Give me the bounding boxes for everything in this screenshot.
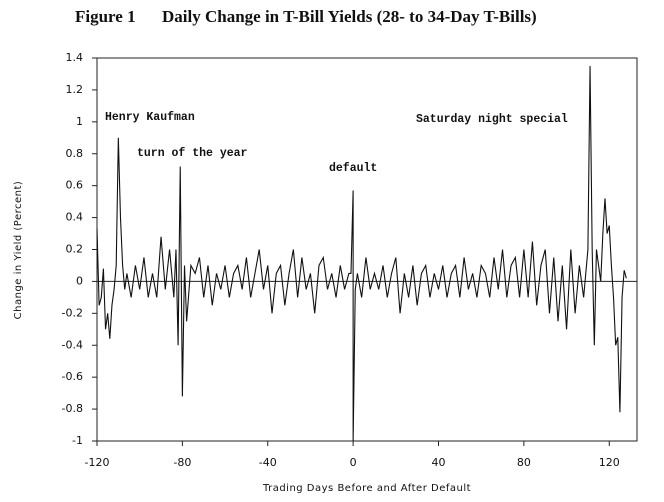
annotation: Saturday night special [416,113,568,126]
annotation: turn of the year [137,147,248,160]
chart-subtitle: Daily Change in T-Bill Yields (28- to 34… [162,7,537,26]
y-axis-label: Change in Yield (Percent) [13,181,24,320]
x-axis-label: Trading Days Before and After Default [262,483,471,494]
y-tick-label: 1.2 [66,83,84,96]
y-tick-label: 1 [76,115,83,128]
data-line [96,65,627,442]
x-tick-label: 40 [432,456,446,469]
x-tick-label: -40 [259,456,277,469]
y-tick-label: 0.4 [66,211,84,224]
x-tick-label: 0 [350,456,357,469]
chart-title: Figure 1 [75,7,136,26]
y-tick-label: -0.8 [62,402,83,415]
annotation: default [329,162,377,175]
x-tick-label: -80 [173,456,191,469]
y-tick-label: -0.4 [62,338,83,351]
y-tick-label: 0.6 [66,179,84,192]
y-tick-label: -1 [72,434,83,447]
annotation: Henry Kaufman [105,111,195,124]
y-tick-label: -0.2 [62,306,83,319]
y-tick-label: 0.2 [66,243,84,256]
x-tick-label: 120 [599,456,620,469]
y-tick-label: -0.6 [62,370,83,383]
y-tick-label: 0 [76,274,83,287]
y-tick-label: 1.4 [66,51,84,64]
y-tick-label: 0.8 [66,147,84,160]
x-tick-label: 80 [517,456,531,469]
x-tick-label: -120 [85,456,110,469]
